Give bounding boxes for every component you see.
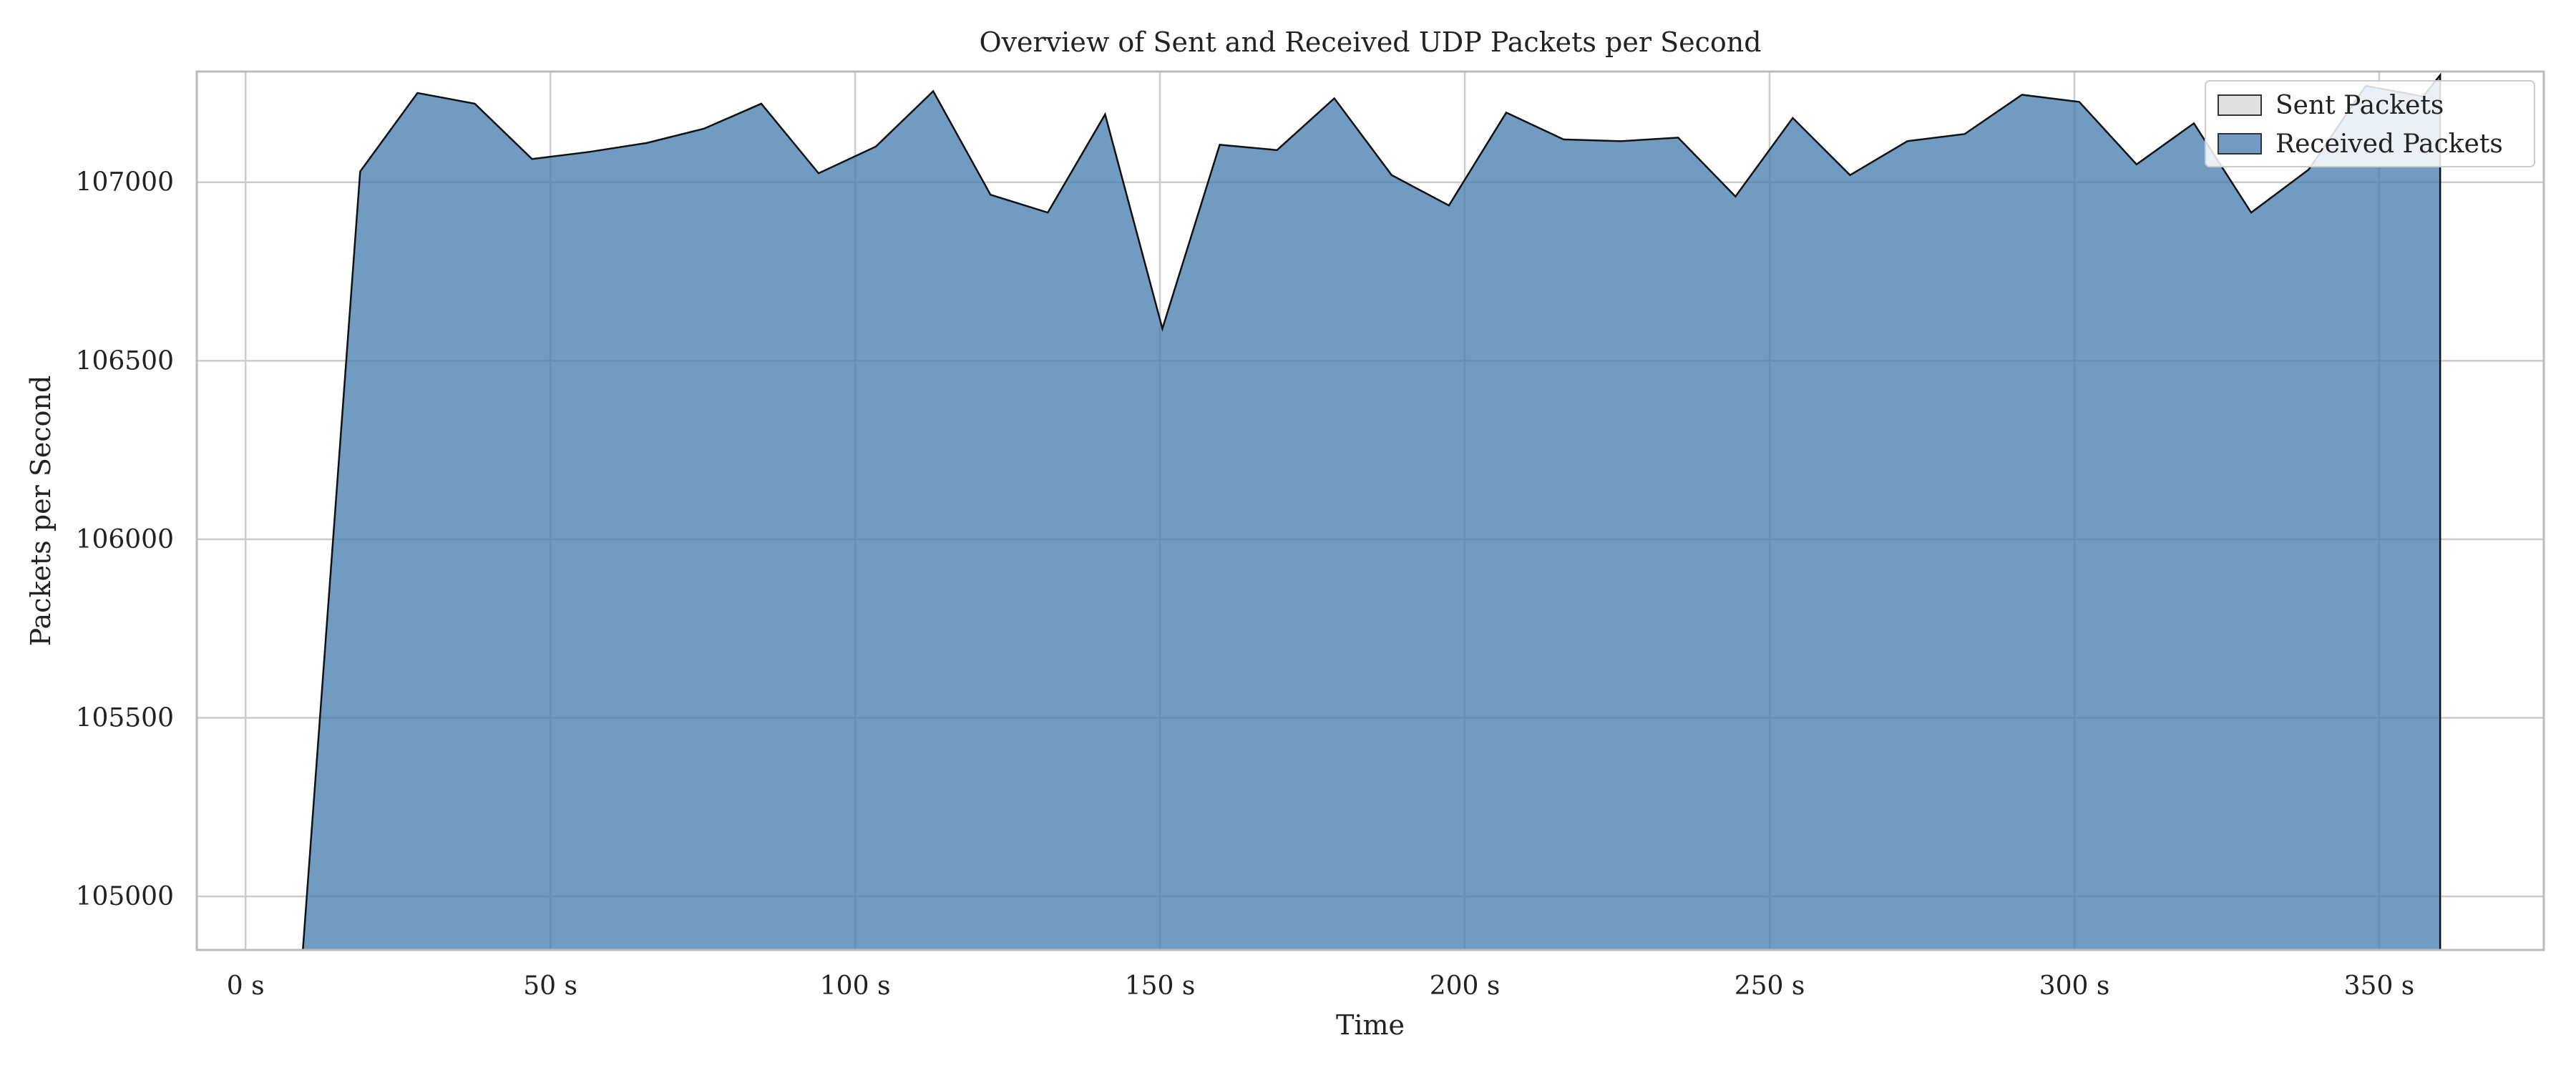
axes-frame	[195, 70, 2545, 951]
y-tick-label: 105000	[76, 882, 174, 911]
series-area-received-packets	[301, 72, 2441, 950]
legend-swatch	[2218, 94, 2262, 116]
y-tick-label: 105500	[76, 704, 174, 733]
legend-box	[2205, 80, 2535, 167]
legend-label: Received Packets	[2275, 129, 2503, 159]
x-tick-label: 50 s	[523, 971, 577, 1001]
x-tick-label: 150 s	[1125, 971, 1196, 1001]
x-tick-label: 250 s	[1735, 971, 1805, 1001]
y-tick-label: 106500	[76, 346, 174, 376]
y-axis-label: Packets per Second	[25, 376, 57, 647]
y-tick-label: 106000	[76, 525, 174, 554]
legend-swatch	[2218, 133, 2262, 155]
x-tick-label: 0 s	[227, 971, 265, 1001]
tick-labels: 0 s 50 s 100 s 150 s 200 s 250 s 300 s 350 s 105…	[76, 168, 2415, 1001]
y-tick-label: 107000	[76, 168, 174, 197]
x-tick-label: 300 s	[2039, 971, 2110, 1001]
legend-label: Sent Packets	[2275, 91, 2444, 120]
x-tick-label: 100 s	[820, 971, 891, 1001]
legend: Sent Packets Received Packets	[2205, 80, 2535, 167]
chart-title: Overview of Sent and Received UDP Packet…	[979, 26, 1761, 58]
x-tick-label: 350 s	[2344, 971, 2415, 1001]
plot-area	[301, 72, 2441, 950]
x-tick-label: 200 s	[1430, 971, 1501, 1001]
x-axis-label: Time	[1336, 1009, 1405, 1041]
